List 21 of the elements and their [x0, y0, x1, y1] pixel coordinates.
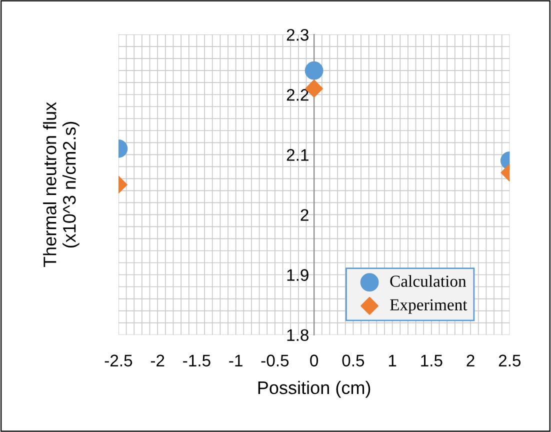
- x-tick-label: 0.5: [342, 354, 364, 366]
- y-tick-label: 2.2: [286, 89, 308, 101]
- x-tick-label: 2.5: [498, 354, 521, 366]
- y-tick-label: 2.3: [286, 28, 308, 41]
- x-tick-label: 0: [310, 354, 318, 366]
- x-tick-label: -0.5: [261, 354, 289, 366]
- x-tick-label: 1.5: [421, 354, 442, 366]
- x-tick-label: -2.5: [104, 354, 132, 366]
- x-tick-label: -2: [150, 354, 164, 366]
- y-tick-label: 2: [300, 209, 308, 221]
- x-tick-label: -1: [229, 354, 242, 366]
- x-tick-label: 2: [466, 354, 474, 366]
- legend-label: Experiment: [390, 299, 468, 314]
- y-tick-label: 1.8: [287, 329, 308, 342]
- y-axis-title: Thermal neutron flux (x10^3 n/cm2.s): [43, 102, 80, 268]
- legend-label: Calculation: [390, 275, 466, 287]
- x-axis-title: Possition (cm): [258, 380, 370, 398]
- x-tick-label: -1.5: [183, 354, 210, 366]
- y-tick-label: 1.9: [287, 269, 308, 281]
- y-tick-label: 2.1: [286, 149, 308, 161]
- x-tick-label: 1: [388, 354, 396, 366]
